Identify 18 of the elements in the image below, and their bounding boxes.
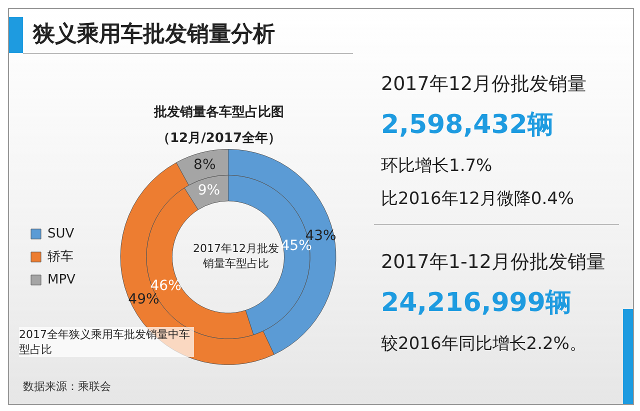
data-label: 9% xyxy=(198,182,220,198)
text: 2,598,432辆 xyxy=(381,109,554,142)
legend-label: 轿车 xyxy=(48,249,74,264)
legend-label: MPV xyxy=(48,272,76,288)
legend-label: SUV xyxy=(48,226,74,242)
text: 环比增长1.7% xyxy=(381,155,492,177)
chart-subtitle: 批发销量各车型占比图 xyxy=(152,104,285,121)
slice-label: 2017全年狭义乘用车批发销量中车型占比 xyxy=(19,327,194,357)
text: 2017年12月份批发销量 xyxy=(381,72,587,97)
data-label: 8% xyxy=(194,156,216,173)
text: （12月/2017全年） xyxy=(156,130,282,147)
text: 较2016年同比增长2.2%。 xyxy=(381,333,586,355)
text: 比2016年12月微降0.4% xyxy=(381,188,574,210)
text: 2017年1-12月份批发销量 xyxy=(381,250,606,275)
text: 24,216,999辆 xyxy=(381,287,572,320)
chart-title: 狭义乘用车批发销量分析 xyxy=(33,21,275,49)
slice-label: 2017年12月批发销量车型占比 xyxy=(193,242,279,270)
source-note: 数据来源：乘联会 xyxy=(23,379,111,394)
